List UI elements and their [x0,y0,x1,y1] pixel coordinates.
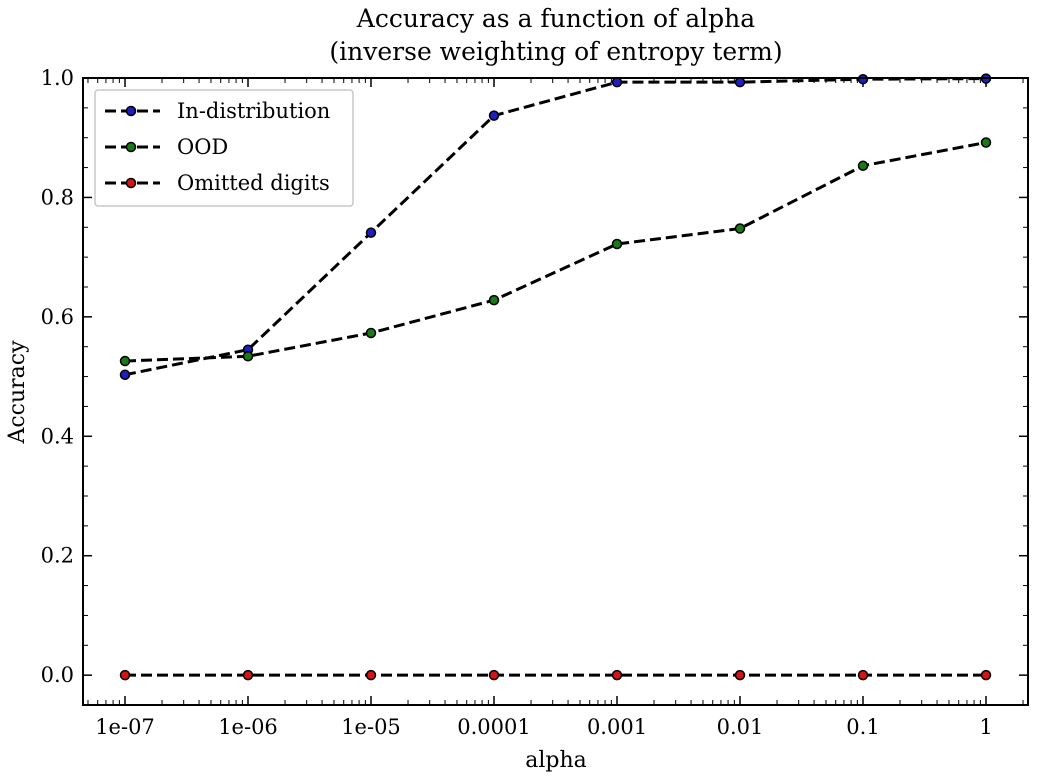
data-point [857,160,869,172]
plot-frame [82,77,1029,706]
y-axis-label: Accuracy [5,340,30,445]
data-point [734,223,746,234]
series-2 [119,669,992,681]
legend-marker [125,177,137,189]
data-point [611,76,623,88]
data-point [365,327,377,339]
data-point [242,351,254,362]
data-point [488,669,500,681]
data-point [365,227,377,238]
legend-entry: OOD [105,135,228,159]
x-tick-label: 1 [979,715,992,739]
data-point [980,669,992,681]
series-line [124,77,987,377]
series-layer [119,73,992,681]
x-tick-label: 0.01 [717,715,764,739]
legend-marker [125,141,137,153]
data-point [857,669,869,681]
data-point [488,110,500,121]
data-point [242,669,254,681]
x-tick-label: 0.0001 [457,715,530,739]
chart-subtitle: (inverse weighting of entropy term) [329,37,782,66]
data-point [734,76,746,88]
data-point [980,137,992,148]
legend-label: Omitted digits [177,171,330,195]
series-1 [119,137,992,367]
legend-label: OOD [177,135,228,159]
x-tick-label: 0.1 [846,715,879,739]
legend-frame [94,89,354,207]
x-tick-label: 1e-07 [95,715,155,739]
x-axis-label: alpha [525,748,587,773]
x-tick-label: 1e-05 [341,715,401,739]
data-point [119,355,131,367]
x-tick-label: 1e-06 [218,715,278,739]
y-tick-label: 0.8 [41,185,74,209]
data-point [734,669,746,681]
y-tick-label: 0.0 [41,663,74,687]
data-point [488,294,500,306]
legend-entry: Omitted digits [105,171,330,195]
y-tick-label: 0.2 [41,544,74,568]
legend-entry: In-distribution [105,99,330,123]
y-tick-label: 0.6 [41,305,74,329]
legend: In-distribution OOD Omitted digits [94,89,354,207]
legend-marker [125,105,137,117]
y-tick-label: 0.4 [41,424,74,448]
data-point [611,669,623,681]
data-point [611,238,623,250]
data-point [857,73,869,85]
x-tick-label: 0.001 [587,715,647,739]
legend-label: In-distribution [177,99,330,123]
chart-title: Accuracy as a function of alpha [356,4,755,33]
data-point [365,669,377,681]
y-tick-label: 1.0 [41,66,74,90]
data-point [119,669,131,681]
data-point [119,369,131,381]
